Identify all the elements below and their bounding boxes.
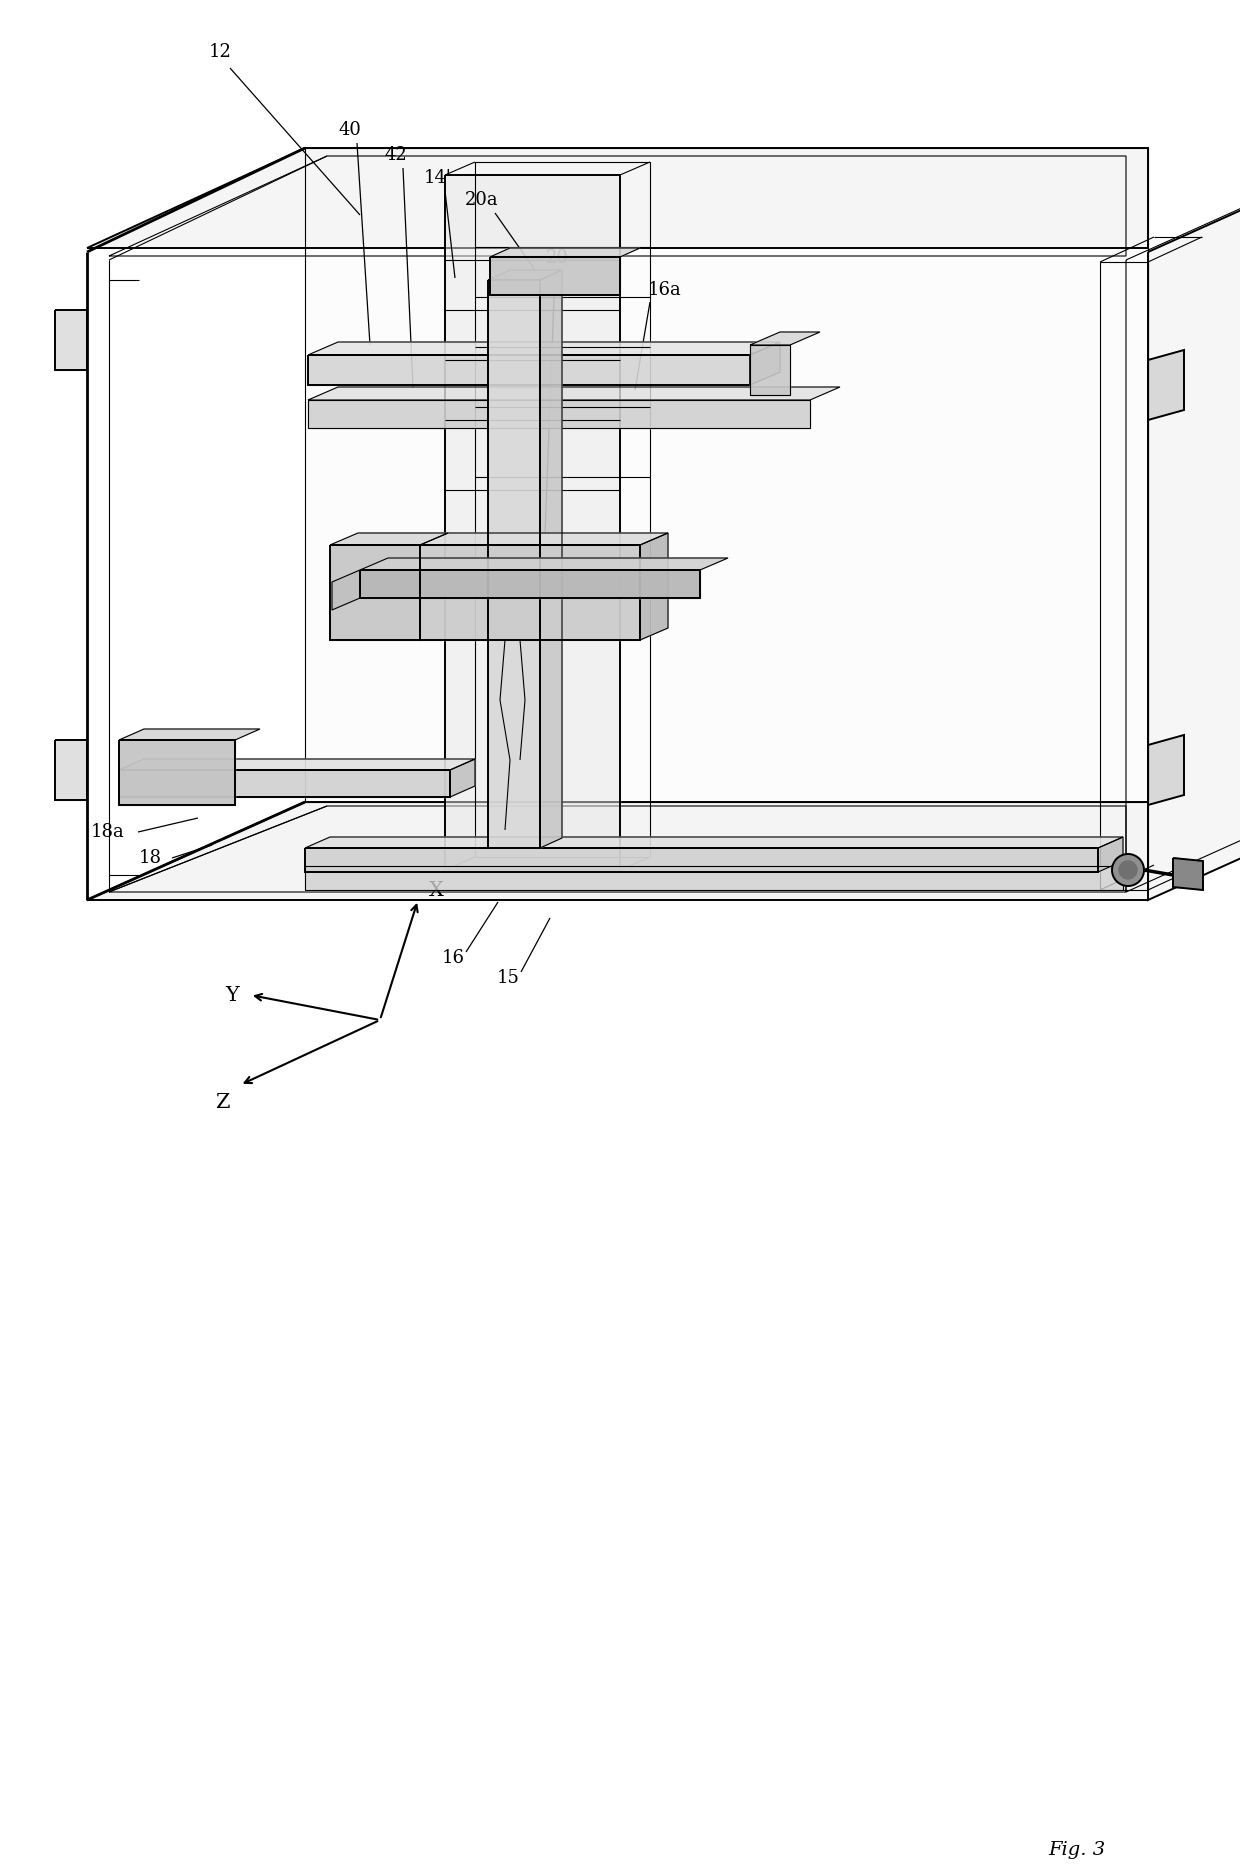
Polygon shape [750, 345, 790, 396]
Polygon shape [119, 739, 236, 805]
Polygon shape [490, 257, 620, 295]
Circle shape [1112, 854, 1145, 885]
Text: Y: Y [226, 985, 239, 1004]
Polygon shape [119, 769, 450, 797]
Polygon shape [305, 148, 1148, 803]
Text: 16: 16 [441, 949, 465, 966]
Polygon shape [119, 730, 260, 739]
Polygon shape [119, 760, 475, 769]
Polygon shape [360, 557, 728, 570]
Polygon shape [489, 270, 562, 280]
Text: Z: Z [215, 1094, 229, 1112]
Polygon shape [539, 270, 562, 848]
Polygon shape [420, 533, 668, 546]
Polygon shape [305, 867, 1123, 889]
Polygon shape [305, 848, 1097, 872]
Text: 18a: 18a [91, 824, 125, 840]
Text: 12: 12 [208, 43, 232, 62]
Polygon shape [420, 546, 640, 640]
Polygon shape [308, 355, 750, 385]
Text: 20a: 20a [465, 191, 498, 208]
Text: 15: 15 [496, 970, 520, 987]
Polygon shape [640, 533, 668, 640]
Polygon shape [87, 803, 1148, 900]
Polygon shape [360, 570, 701, 598]
Polygon shape [1173, 857, 1203, 889]
Text: 16a: 16a [649, 281, 682, 298]
Text: 18: 18 [139, 850, 161, 867]
Text: Fig. 3: Fig. 3 [1048, 1840, 1105, 1859]
Polygon shape [305, 837, 1123, 848]
Text: 20: 20 [546, 250, 568, 266]
Polygon shape [308, 386, 839, 400]
Polygon shape [1148, 154, 1240, 900]
Circle shape [1118, 861, 1137, 880]
Polygon shape [308, 341, 780, 355]
Polygon shape [1148, 735, 1184, 805]
Polygon shape [750, 341, 780, 385]
Polygon shape [330, 546, 420, 640]
Polygon shape [750, 332, 820, 345]
Text: X: X [429, 880, 444, 899]
Text: 14': 14' [424, 169, 451, 188]
Polygon shape [55, 310, 87, 370]
Text: 40: 40 [339, 120, 361, 139]
Text: 42: 42 [384, 146, 408, 163]
Polygon shape [87, 148, 1148, 248]
Polygon shape [1148, 351, 1184, 420]
Polygon shape [450, 760, 475, 797]
Polygon shape [55, 739, 87, 799]
Polygon shape [490, 248, 640, 257]
Polygon shape [1097, 837, 1123, 872]
Polygon shape [308, 400, 810, 428]
Polygon shape [489, 280, 539, 848]
Polygon shape [445, 174, 620, 870]
Polygon shape [332, 570, 360, 610]
Polygon shape [330, 533, 448, 546]
